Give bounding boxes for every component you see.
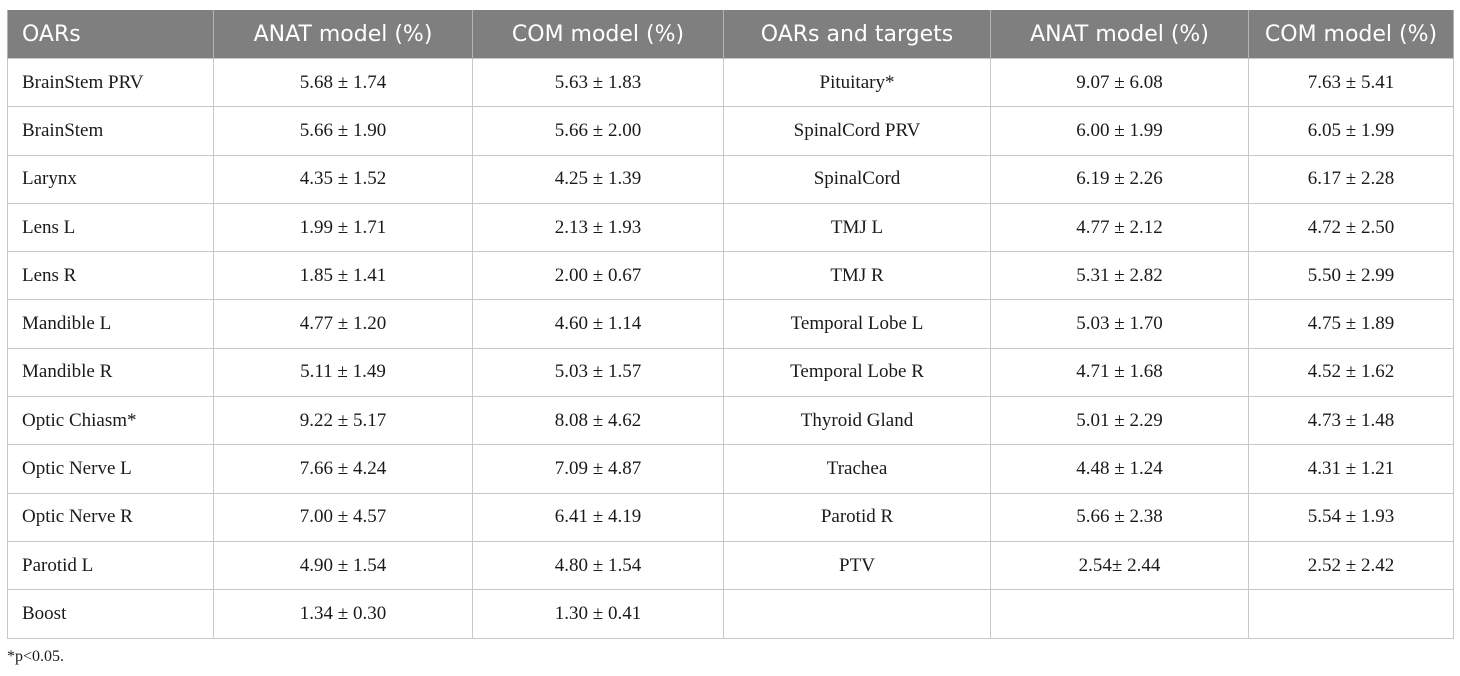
header-oars-and-targets: OARs and targets xyxy=(723,10,991,59)
cell-anat-value-right: 4.77 ± 2.12 xyxy=(990,202,1249,253)
table-row: Mandible L 4.77 ± 1.20 4.60 ± 1.14 Temporal… xyxy=(7,299,1454,349)
cell-target-name xyxy=(723,589,991,639)
cell-anat-value-right: 5.66 ± 2.38 xyxy=(990,492,1249,542)
cell-com-value-left: 8.08 ± 4.62 xyxy=(472,396,724,446)
cell-com-value-right: 4.31 ± 1.21 xyxy=(1248,444,1454,494)
cell-anat-value-left: 5.11 ± 1.49 xyxy=(213,347,473,398)
cell-target-name: Parotid R xyxy=(723,492,991,542)
cell-anat-value-left: 4.90 ± 1.54 xyxy=(213,540,473,591)
cell-target-name: TMJ L xyxy=(723,202,991,253)
cell-com-value-left: 5.66 ± 2.00 xyxy=(472,106,724,156)
cell-com-value-right: 7.63 ± 5.41 xyxy=(1248,57,1454,108)
header-com-model-left: COM model (%) xyxy=(472,10,724,59)
header-oars: OARs xyxy=(7,10,214,59)
footnote: *p<0.05. xyxy=(7,648,65,665)
cell-com-value-right: 2.52 ± 2.42 xyxy=(1248,540,1454,591)
cell-target-name: SpinalCord xyxy=(723,154,991,204)
cell-com-value-left: 2.13 ± 1.93 xyxy=(472,202,724,253)
header-com-model-right: COM model (%) xyxy=(1248,10,1454,59)
cell-anat-value-right: 5.31 ± 2.82 xyxy=(990,251,1249,301)
cell-com-value-left: 4.80 ± 1.54 xyxy=(472,540,724,591)
header-anat-model-right: ANAT model (%) xyxy=(990,10,1249,59)
cell-com-value-left: 4.25 ± 1.39 xyxy=(472,154,724,204)
header-anat-model-left: ANAT model (%) xyxy=(213,10,473,59)
table-body: BrainStem PRV 5.68 ± 1.74 5.63 ± 1.83 Pitui… xyxy=(7,57,1454,639)
table-row: Optic Nerve R 7.00 ± 4.57 6.41 ± 4.19 Parot… xyxy=(7,492,1454,542)
cell-target-name: Temporal Lobe R xyxy=(723,347,991,398)
cell-com-value-right: 4.52 ± 1.62 xyxy=(1248,347,1454,398)
cell-anat-value-right: 5.03 ± 1.70 xyxy=(990,299,1249,349)
cell-anat-value-right xyxy=(990,589,1249,639)
cell-anat-value-right: 9.07 ± 6.08 xyxy=(990,57,1249,108)
cell-oar-name: BrainStem xyxy=(7,106,214,156)
cell-com-value-left: 1.30 ± 0.41 xyxy=(472,589,724,639)
cell-target-name: TMJ R xyxy=(723,251,991,301)
data-table-container: OARs ANAT model (%) COM model (%) OARs a… xyxy=(7,10,1454,639)
cell-com-value-right: 4.73 ± 1.48 xyxy=(1248,396,1454,446)
table-header: OARs ANAT model (%) COM model (%) OARs a… xyxy=(7,10,1454,59)
cell-oar-name: Boost xyxy=(7,589,214,639)
cell-anat-value-left: 4.35 ± 1.52 xyxy=(213,154,473,204)
cell-oar-name: Optic Nerve L xyxy=(7,444,214,494)
cell-com-value-right: 6.17 ± 2.28 xyxy=(1248,154,1454,204)
cell-target-name: Temporal Lobe L xyxy=(723,299,991,349)
cell-target-name: SpinalCord PRV xyxy=(723,106,991,156)
oar-comparison-table: OARs ANAT model (%) COM model (%) OARs a… xyxy=(7,10,1454,639)
cell-com-value-left: 6.41 ± 4.19 xyxy=(472,492,724,542)
cell-oar-name: Optic Nerve R xyxy=(7,492,214,542)
cell-com-value-left: 2.00 ± 0.67 xyxy=(472,251,724,301)
table-row: Lens L 1.99 ± 1.71 2.13 ± 1.93 TMJ L 4.77 ± … xyxy=(7,202,1454,253)
cell-com-value-right: 6.05 ± 1.99 xyxy=(1248,106,1454,156)
table-row: Lens R 1.85 ± 1.41 2.00 ± 0.67 TMJ R 5.31 ± … xyxy=(7,251,1454,301)
table-row: Larynx 4.35 ± 1.52 4.25 ± 1.39 SpinalCord 6.… xyxy=(7,154,1454,204)
cell-com-value-left: 5.03 ± 1.57 xyxy=(472,347,724,398)
table-row: BrainStem PRV 5.68 ± 1.74 5.63 ± 1.83 Pitui… xyxy=(7,57,1454,108)
cell-com-value-right: 5.50 ± 2.99 xyxy=(1248,251,1454,301)
table-row: Mandible R 5.11 ± 1.49 5.03 ± 1.57 Temporal… xyxy=(7,347,1454,398)
cell-anat-value-left: 1.99 ± 1.71 xyxy=(213,202,473,253)
cell-com-value-left: 4.60 ± 1.14 xyxy=(472,299,724,349)
cell-anat-value-left: 1.85 ± 1.41 xyxy=(213,251,473,301)
cell-anat-value-left: 9.22 ± 5.17 xyxy=(213,396,473,446)
table-row: BrainStem 5.66 ± 1.90 5.66 ± 2.00 SpinalCor… xyxy=(7,106,1454,156)
cell-com-value-right xyxy=(1248,589,1454,639)
cell-oar-name: Lens L xyxy=(7,202,214,253)
cell-anat-value-left: 5.68 ± 1.74 xyxy=(213,57,473,108)
cell-target-name: Pituitary* xyxy=(723,57,991,108)
cell-oar-name: Mandible L xyxy=(7,299,214,349)
cell-anat-value-right: 6.19 ± 2.26 xyxy=(990,154,1249,204)
cell-com-value-left: 7.09 ± 4.87 xyxy=(472,444,724,494)
cell-target-name: Thyroid Gland xyxy=(723,396,991,446)
cell-com-value-left: 5.63 ± 1.83 xyxy=(472,57,724,108)
cell-target-name: Trachea xyxy=(723,444,991,494)
cell-oar-name: Optic Chiasm* xyxy=(7,396,214,446)
table-row: Optic Nerve L 7.66 ± 4.24 7.09 ± 4.87 Trach… xyxy=(7,444,1454,494)
cell-oar-name: Parotid L xyxy=(7,540,214,591)
cell-com-value-right: 4.72 ± 2.50 xyxy=(1248,202,1454,253)
cell-oar-name: Mandible R xyxy=(7,347,214,398)
table-row: Optic Chiasm* 9.22 ± 5.17 8.08 ± 4.62 Thyro… xyxy=(7,396,1454,446)
cell-oar-name: Larynx xyxy=(7,154,214,204)
table-row: Parotid L 4.90 ± 1.54 4.80 ± 1.54 PTV 2.54± … xyxy=(7,540,1454,591)
cell-anat-value-right: 4.71 ± 1.68 xyxy=(990,347,1249,398)
cell-com-value-right: 5.54 ± 1.93 xyxy=(1248,492,1454,542)
cell-anat-value-left: 7.00 ± 4.57 xyxy=(213,492,473,542)
cell-anat-value-left: 7.66 ± 4.24 xyxy=(213,444,473,494)
cell-oar-name: Lens R xyxy=(7,251,214,301)
cell-anat-value-left: 4.77 ± 1.20 xyxy=(213,299,473,349)
cell-anat-value-right: 4.48 ± 1.24 xyxy=(990,444,1249,494)
cell-anat-value-left: 1.34 ± 0.30 xyxy=(213,589,473,639)
cell-anat-value-left: 5.66 ± 1.90 xyxy=(213,106,473,156)
cell-anat-value-right: 2.54± 2.44 xyxy=(990,540,1249,591)
cell-anat-value-right: 6.00 ± 1.99 xyxy=(990,106,1249,156)
cell-target-name: PTV xyxy=(723,540,991,591)
header-row: OARs ANAT model (%) COM model (%) OARs a… xyxy=(7,10,1454,59)
table-row: Boost 1.34 ± 0.30 1.30 ± 0.41 xyxy=(7,589,1454,639)
cell-oar-name: BrainStem PRV xyxy=(7,57,214,108)
cell-anat-value-right: 5.01 ± 2.29 xyxy=(990,396,1249,446)
cell-com-value-right: 4.75 ± 1.89 xyxy=(1248,299,1454,349)
